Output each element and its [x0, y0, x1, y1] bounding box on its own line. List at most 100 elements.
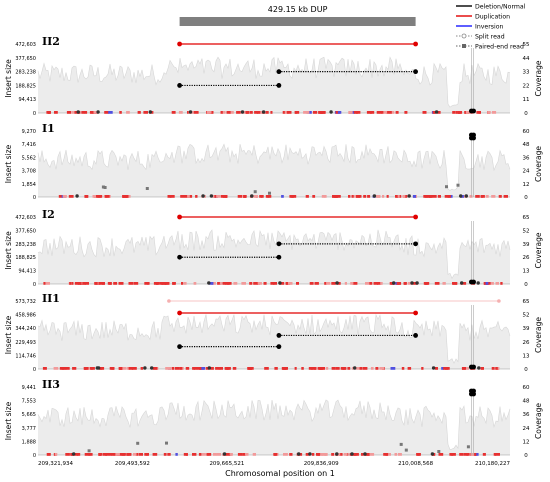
- paired-end-read: [165, 441, 168, 445]
- coverage-tick-label: 48: [523, 399, 530, 405]
- read-marker: [118, 367, 123, 370]
- read-marker: [109, 453, 113, 456]
- read-marker: [312, 195, 316, 198]
- read-marker: [168, 367, 172, 370]
- pair-end-marker: [276, 241, 282, 247]
- read-marker: [321, 453, 327, 456]
- read-marker: [219, 282, 222, 285]
- split-read: [407, 194, 411, 198]
- y-axis-label: Insert size: [4, 59, 13, 98]
- read-marker: [469, 195, 473, 198]
- read-marker: [366, 111, 372, 114]
- read-marker: [69, 282, 72, 285]
- y-tick-label: 472,603: [15, 42, 36, 48]
- read-marker: [225, 367, 230, 370]
- read-marker: [340, 367, 344, 370]
- read-marker: [74, 453, 79, 456]
- read-marker: [123, 367, 127, 370]
- read-marker: [237, 195, 242, 198]
- read-marker: [53, 367, 59, 370]
- read-marker: [348, 195, 351, 198]
- read-marker: [98, 453, 101, 456]
- panel-ii3: 9,441 7,553 5,665 3,777 1,888 0 60 48 36 24 12 0 Ins…: [4, 378, 543, 459]
- event-span-bar: [179, 17, 416, 26]
- read-marker: [222, 195, 228, 198]
- read-marker: [104, 111, 109, 114]
- legend-label: Inversion: [475, 24, 503, 31]
- read-marker: [474, 453, 477, 456]
- read-marker: [115, 453, 120, 456]
- split-read: [209, 194, 214, 198]
- coverage-tick-label: 22: [523, 83, 530, 89]
- pair-end-marker: [497, 299, 501, 303]
- read-marker: [387, 453, 391, 456]
- legend-marker: [461, 33, 467, 39]
- read-marker: [404, 111, 408, 114]
- panel-id: II1: [42, 292, 60, 305]
- read-marker: [89, 111, 94, 114]
- read-marker: [485, 195, 489, 198]
- read-marker: [195, 195, 198, 198]
- paired-end-read: [466, 445, 470, 449]
- read-marker: [455, 111, 458, 114]
- y-tick-label: 458,986: [15, 313, 36, 319]
- read-marker: [90, 367, 93, 370]
- read-marker: [171, 367, 174, 370]
- pair-end-marker: [167, 299, 171, 303]
- read-marker: [270, 111, 273, 114]
- paired-end-read: [268, 191, 271, 195]
- read-marker: [434, 282, 440, 285]
- read-marker: [84, 367, 89, 370]
- read-marker: [337, 111, 342, 114]
- read-marker: [487, 111, 491, 114]
- split-read: [250, 194, 254, 198]
- read-marker: [395, 111, 399, 114]
- read-marker: [432, 111, 436, 114]
- read-marker: [236, 111, 241, 114]
- read-marker: [447, 195, 451, 198]
- read-marker: [465, 111, 471, 114]
- read-marker: [288, 282, 293, 285]
- split-read: [72, 452, 76, 456]
- pair-end-marker: [177, 214, 182, 220]
- read-marker: [482, 453, 486, 456]
- read-marker: [54, 111, 58, 114]
- read-marker: [254, 111, 259, 114]
- paired-end-read: [456, 183, 460, 187]
- read-marker: [350, 282, 354, 285]
- read-marker: [355, 111, 361, 114]
- read-marker: [325, 367, 329, 370]
- read-marker: [407, 282, 412, 285]
- split-read: [278, 281, 282, 285]
- read-marker: [296, 282, 299, 285]
- split-read: [434, 110, 439, 114]
- read-marker: [437, 111, 441, 114]
- y-tick-label: 1,888: [22, 439, 36, 445]
- read-marker: [258, 111, 263, 114]
- read-marker: [264, 367, 269, 370]
- y-tick-label: 377,650: [15, 56, 36, 62]
- legend-label: Split read: [475, 34, 505, 41]
- pair-end-marker: [413, 214, 418, 220]
- read-marker: [466, 367, 469, 370]
- read-marker: [485, 282, 489, 285]
- coverage-tick-label: 48: [523, 142, 530, 148]
- read-marker: [265, 111, 269, 114]
- coverage-tick-label: 39: [523, 326, 530, 332]
- read-marker: [99, 367, 105, 370]
- read-marker: [187, 111, 191, 114]
- coverage-tick-label: 65: [523, 299, 530, 305]
- read-marker: [126, 111, 130, 114]
- read-marker: [159, 282, 163, 285]
- coverage-line: [37, 229, 511, 280]
- read-marker: [252, 453, 256, 456]
- split-read: [188, 110, 193, 114]
- read-marker: [93, 111, 98, 114]
- pair-end-marker: [276, 254, 282, 260]
- read-marker: [105, 195, 110, 198]
- read-marker: [126, 453, 131, 456]
- read-marker: [48, 111, 51, 114]
- read-marker: [466, 453, 470, 456]
- read-marker: [348, 111, 353, 114]
- split-read: [207, 281, 211, 285]
